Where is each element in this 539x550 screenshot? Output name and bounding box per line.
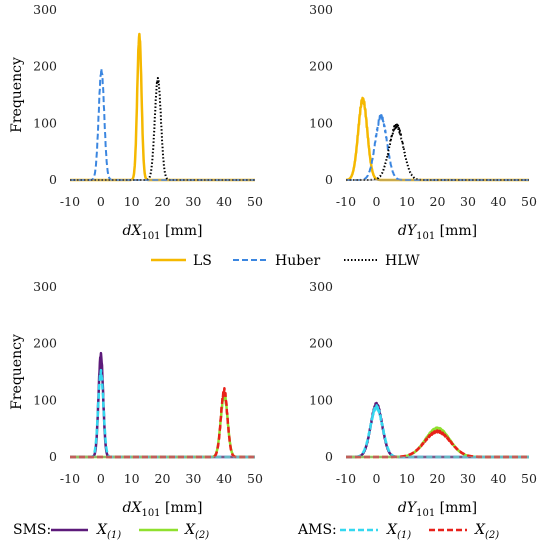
x-tick-label: 10: [124, 471, 140, 486]
x-tick-label: -10: [60, 194, 80, 209]
legend-sms-prefix: SMS:: [13, 522, 51, 538]
y-axis-label: Frequency: [9, 57, 25, 133]
legend-bottom: SMS: X(1) X(2) AMS: X(1) X(2): [13, 522, 499, 541]
legend-sms-1-label: X(1): [96, 522, 121, 541]
y-tick-label: 100: [309, 392, 333, 407]
x-axis-label: dY101 [mm]: [398, 500, 477, 519]
y-tick-label: 200: [33, 59, 57, 74]
x-tick-label: 20: [155, 471, 171, 486]
y-tick-label: 100: [33, 392, 57, 407]
legend-ams-1-label: X(1): [386, 522, 411, 541]
x-tick-label: 40: [216, 471, 232, 486]
y-tick-label: 100: [309, 115, 333, 130]
y-axis-label: Frequency: [9, 334, 25, 410]
x-tick-label: 30: [185, 471, 201, 486]
x-tick-label: 20: [430, 194, 446, 209]
legend-ls-label: LS: [193, 253, 212, 269]
x-tick-label: 30: [460, 471, 476, 486]
x-tick-label: 10: [399, 471, 415, 486]
x-tick-label: 50: [521, 194, 537, 209]
x-tick-label: 0: [373, 471, 381, 486]
x-tick-label: 0: [97, 471, 105, 486]
y-tick-label: 200: [33, 336, 57, 351]
legend-sms-2-symbol: X: [184, 522, 196, 538]
legend-ams-1-symbol: X: [386, 522, 398, 538]
y-tick-label: 0: [325, 449, 333, 464]
x-tick-label: 10: [124, 194, 140, 209]
y-tick-label: 200: [309, 336, 333, 351]
legend-ams-2-sub: (2): [485, 530, 499, 541]
legend-ams-prefix: AMS:: [297, 522, 337, 538]
series-line: [69, 67, 256, 181]
legend-ams-2-symbol: X: [474, 522, 486, 538]
x-tick-label: 40: [491, 194, 507, 209]
x-tick-label: 50: [247, 194, 263, 209]
y-tick-label: 0: [49, 172, 57, 187]
legend-sms-1-symbol: X: [96, 522, 108, 538]
legend-sms-1-sub: (1): [107, 530, 121, 541]
series-line: [345, 429, 530, 459]
legend-hlw-label: HLW: [385, 253, 420, 269]
x-tick-label: 20: [430, 471, 446, 486]
legend-sms-2-label: X(2): [184, 522, 209, 541]
x-tick-label: 10: [399, 194, 415, 209]
x-tick-label: 40: [491, 471, 507, 486]
legend-ams-2-label: X(2): [474, 522, 499, 541]
y-tick-label: 300: [33, 2, 57, 17]
x-tick-label: 30: [460, 194, 476, 209]
y-tick-label: 300: [309, 2, 333, 17]
x-tick-label: -10: [336, 471, 356, 486]
x-tick-label: -10: [60, 471, 80, 486]
series-line: [345, 96, 530, 182]
y-tick-label: 100: [33, 115, 57, 130]
x-tick-label: 40: [216, 194, 232, 209]
x-tick-label: 50: [521, 471, 537, 486]
legend-sms-2-sub: (2): [195, 530, 209, 541]
y-tick-label: 0: [325, 172, 333, 187]
x-tick-label: 0: [373, 194, 381, 209]
legend-top: LS Huber HLW: [151, 253, 420, 269]
x-axis-label: dY101 [mm]: [398, 223, 477, 242]
legend-huber-label: Huber: [275, 253, 320, 269]
x-axis-label: dX101 [mm]: [123, 223, 203, 242]
x-tick-label: -10: [336, 194, 356, 209]
legend-ams-1-sub: (1): [397, 530, 411, 541]
x-axis-label: dX101 [mm]: [123, 500, 203, 519]
x-tick-label: 30: [185, 194, 201, 209]
y-tick-label: 0: [49, 449, 57, 464]
y-tick-label: 200: [309, 59, 333, 74]
x-tick-label: 50: [247, 471, 263, 486]
y-tick-label: 300: [309, 279, 333, 294]
x-tick-label: 20: [155, 194, 171, 209]
y-tick-label: 300: [33, 279, 57, 294]
x-tick-label: 0: [97, 194, 105, 209]
